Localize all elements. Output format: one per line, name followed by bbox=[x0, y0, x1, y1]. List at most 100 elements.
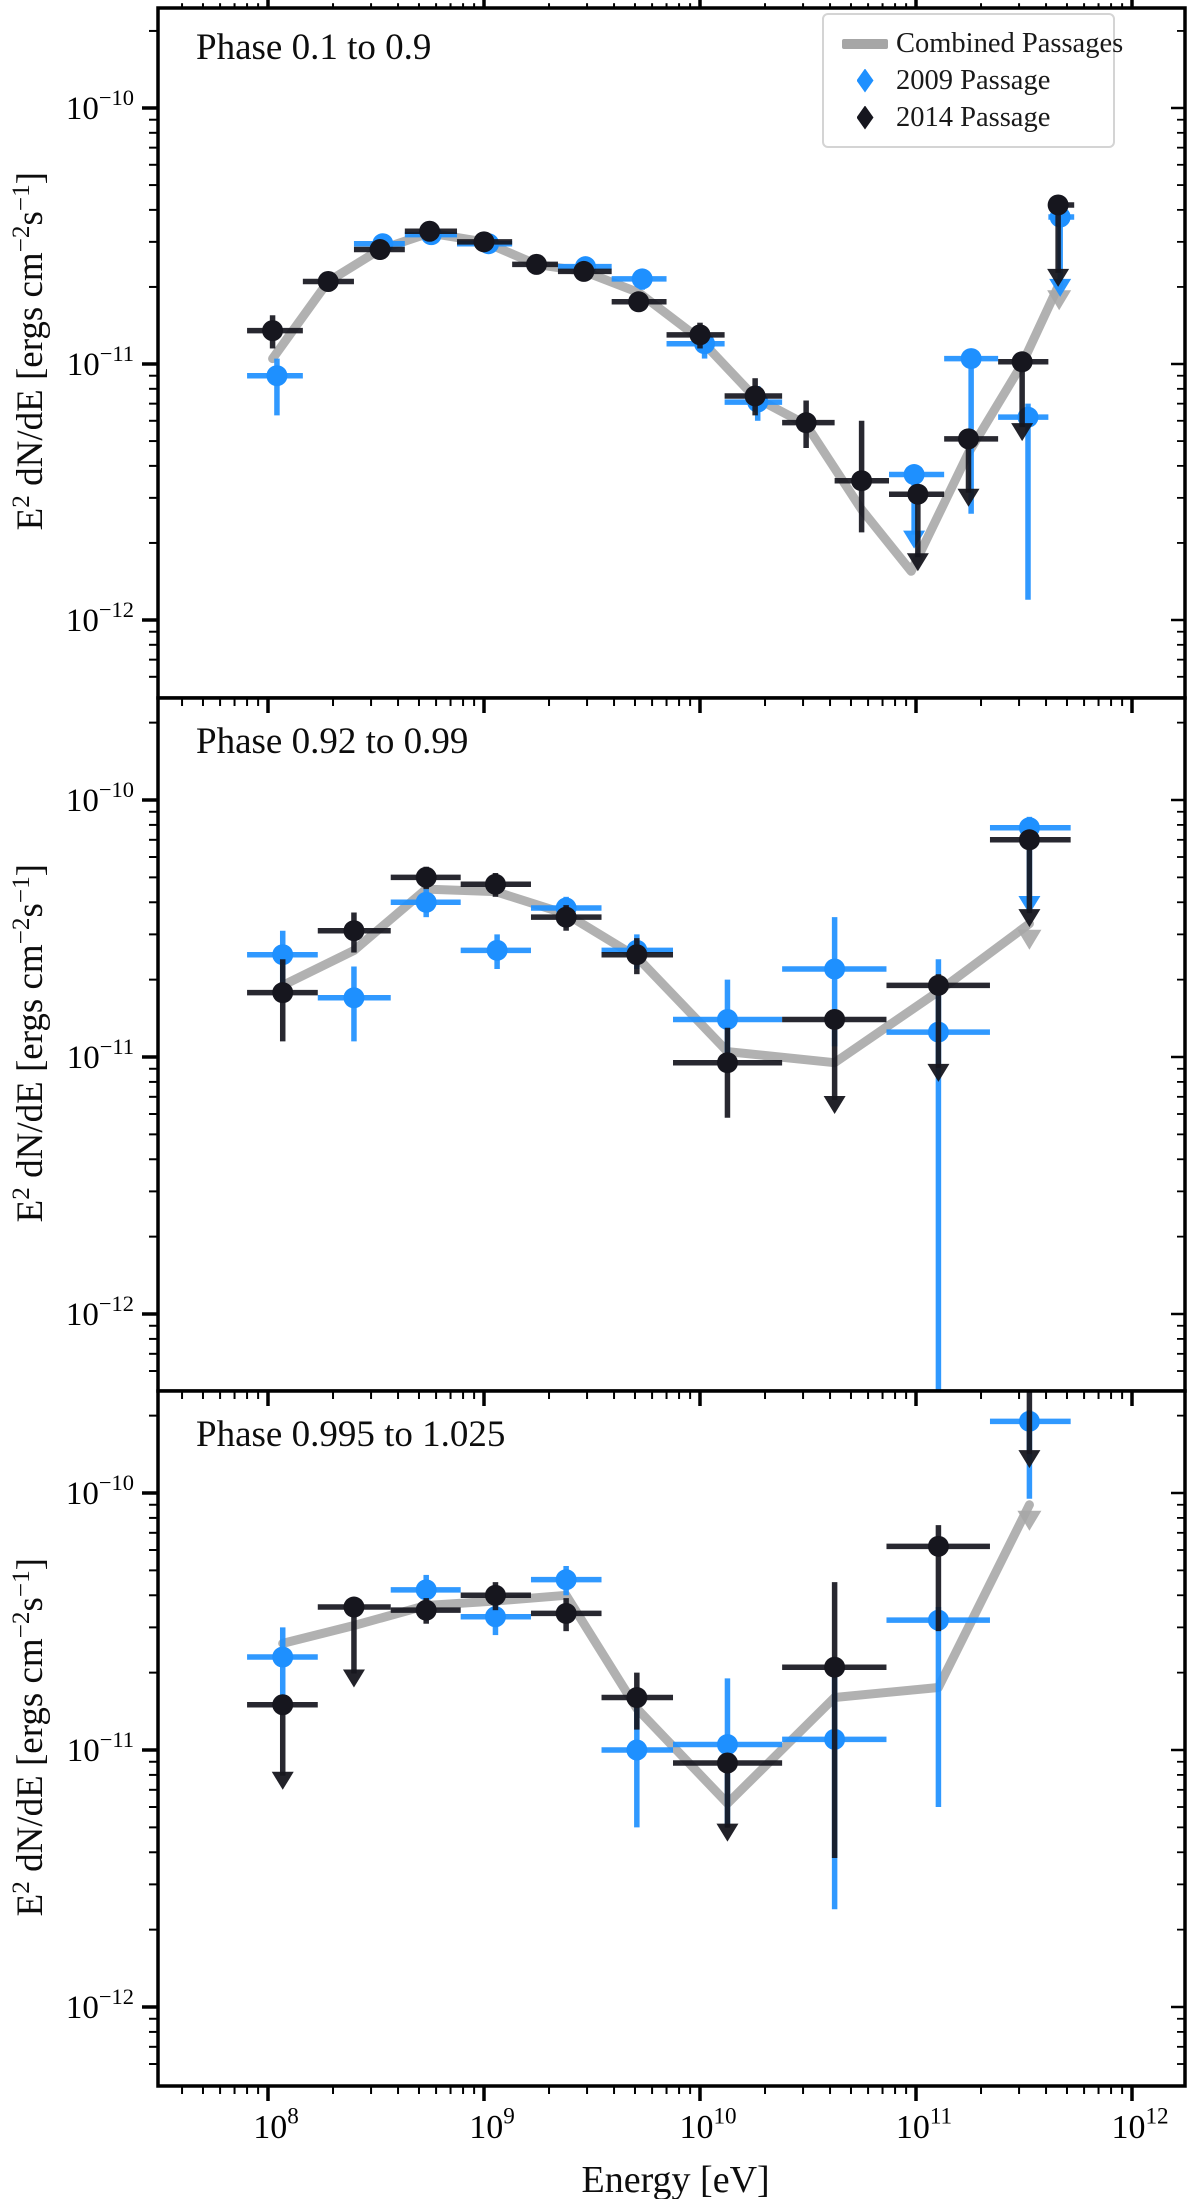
y-tick-label: 10−10 bbox=[66, 1470, 134, 1512]
diamond-marker-2009-icon bbox=[856, 68, 874, 93]
legend-label: 2009 Passage bbox=[896, 64, 1051, 96]
x-tick-label: 108 bbox=[253, 2104, 299, 2146]
series-2009-marker bbox=[960, 348, 982, 370]
legend-item-combined: Combined Passages bbox=[834, 25, 1123, 62]
series-2014-marker bbox=[415, 1599, 437, 1621]
series-2014-marker bbox=[525, 253, 547, 275]
axis-label-fragment: −1 bbox=[7, 1569, 35, 1597]
series-2014-marker bbox=[689, 324, 711, 346]
series-2009-marker bbox=[484, 1606, 506, 1628]
series-2014-marker bbox=[555, 1602, 577, 1624]
panel-2-data bbox=[247, 816, 1071, 1391]
y-tick-label: 10−11 bbox=[67, 341, 134, 383]
series-2014-marker bbox=[927, 1535, 949, 1557]
series-2014-marker bbox=[343, 920, 365, 942]
series-2009-marker bbox=[415, 891, 437, 913]
x-axis-label: Energy [eV] bbox=[581, 2159, 770, 2199]
panel-border bbox=[156, 1389, 1187, 2088]
series-2009-marker bbox=[716, 1008, 738, 1030]
axis-label-fragment: ] bbox=[10, 172, 52, 185]
axis-label-fragment: 2 bbox=[7, 1186, 35, 1200]
series-2009-marker bbox=[272, 944, 294, 966]
combined-passages-line bbox=[278, 1500, 1034, 1808]
panel-2-plot bbox=[156, 696, 1187, 1393]
legend-item-2009: 2009 Passage bbox=[834, 62, 1099, 99]
series-2014-marker bbox=[343, 1596, 365, 1618]
series-2009-marker bbox=[272, 1646, 294, 1668]
series-2014-marker bbox=[626, 944, 648, 966]
series-2014-panel-2 bbox=[247, 829, 1071, 1118]
axis-label-fragment: ] bbox=[10, 1557, 52, 1570]
panel-2-title: Phase 0.92 to 0.99 bbox=[196, 721, 469, 762]
y-tick-label: 10−10 bbox=[66, 777, 134, 819]
y-axis-label-panel-2: E2 dN/dE [ergs cm−2s−1] bbox=[8, 843, 52, 1243]
series-2014-marker bbox=[272, 1694, 294, 1716]
axis-label-fragment: s bbox=[10, 1596, 52, 1612]
y-tick-label: 10−10 bbox=[66, 85, 134, 127]
y-tick-label: 10−11 bbox=[67, 1034, 134, 1076]
combined-passages-line bbox=[278, 884, 1034, 1068]
series-2014-marker bbox=[317, 271, 339, 293]
axis-label-fragment: dN/dE [ergs cm bbox=[10, 1637, 52, 1881]
axis-label-fragment: −1 bbox=[7, 875, 35, 903]
series-2014-marker bbox=[1018, 829, 1040, 851]
axis-label-fragment: s bbox=[10, 211, 52, 226]
axis-label-fragment: E bbox=[10, 1893, 52, 1916]
series-2014-panel-3 bbox=[247, 1391, 1041, 1858]
y-tick-label: 10−12 bbox=[66, 1291, 134, 1333]
y-tick-label: 10−12 bbox=[66, 1984, 134, 2026]
panel-3-title: Phase 0.995 to 1.025 bbox=[196, 1414, 506, 1455]
legend-label: Combined Passages bbox=[896, 27, 1124, 59]
axis-label-fragment: 2 bbox=[7, 1880, 35, 1894]
series-2009-marker bbox=[824, 958, 846, 980]
series-2009-marker bbox=[555, 1569, 577, 1591]
series-2014-marker bbox=[957, 428, 979, 450]
series-2009-marker bbox=[486, 939, 508, 961]
series-2014-marker bbox=[555, 906, 577, 928]
series-2014-marker bbox=[628, 291, 650, 313]
series-2014-marker bbox=[419, 220, 441, 242]
series-2014-marker bbox=[851, 470, 873, 492]
axis-label-fragment: −2 bbox=[7, 917, 35, 944]
panel-3-plot bbox=[156, 1389, 1187, 2088]
x-tick-label: 1012 bbox=[1111, 2104, 1168, 2146]
axis-label-fragment: −2 bbox=[7, 225, 35, 253]
series-2009-marker bbox=[716, 1734, 738, 1756]
series-2014-marker bbox=[272, 982, 294, 1004]
series-2014-marker bbox=[744, 385, 766, 407]
legend-item-2014: 2014 Passage bbox=[834, 99, 1099, 136]
panel-1-title: Phase 0.1 to 0.9 bbox=[196, 27, 432, 68]
series-2014-marker bbox=[1011, 351, 1033, 373]
panel-background bbox=[158, 698, 1185, 1391]
series-2014-marker bbox=[484, 873, 506, 895]
x-tick-label: 1011 bbox=[896, 2104, 952, 2146]
series-2009-marker bbox=[626, 1739, 648, 1761]
y-axis-label-panel-3: E2 dN/dE [ergs cm−2s−1] bbox=[8, 1537, 52, 1937]
series-2014-marker bbox=[369, 239, 391, 261]
panel-1-data bbox=[247, 194, 1075, 600]
series-2014-panel-1 bbox=[247, 194, 1075, 572]
axis-label-fragment: dN/dE [ergs cm bbox=[10, 252, 52, 496]
axis-label-fragment: 2 bbox=[7, 495, 35, 508]
y-tick-label: 10−11 bbox=[67, 1727, 134, 1769]
series-2009-marker bbox=[903, 464, 925, 486]
axis-label-fragment: s bbox=[10, 902, 52, 918]
axis-label-fragment: −2 bbox=[7, 1611, 35, 1638]
series-2009-marker bbox=[415, 1579, 437, 1601]
legend-label: 2014 Passage bbox=[896, 101, 1051, 133]
series-2014-marker bbox=[626, 1687, 648, 1709]
y-tick-label: 10−12 bbox=[66, 597, 134, 639]
y-axis-label-panel-1: E2 dN/dE [ergs cm−2s−1] bbox=[8, 151, 52, 551]
series-2014-marker bbox=[262, 320, 284, 342]
legend: Combined Passages 2009 Passage 2014 Pass… bbox=[822, 13, 1123, 148]
series-2014-marker bbox=[573, 260, 595, 282]
axis-ticks: 10−10 10−11 10−12 10−10 10−11 10−12 10−10 10−11… bbox=[66, 0, 1185, 2146]
combined-line-swatch-icon bbox=[842, 38, 888, 49]
series-2014-marker bbox=[927, 974, 949, 996]
series-2014-marker bbox=[415, 866, 437, 888]
series-2009-marker bbox=[266, 365, 288, 387]
series-2014-marker bbox=[824, 1656, 846, 1678]
series-2014-marker bbox=[473, 231, 495, 253]
axis-label-fragment: E bbox=[10, 507, 52, 531]
